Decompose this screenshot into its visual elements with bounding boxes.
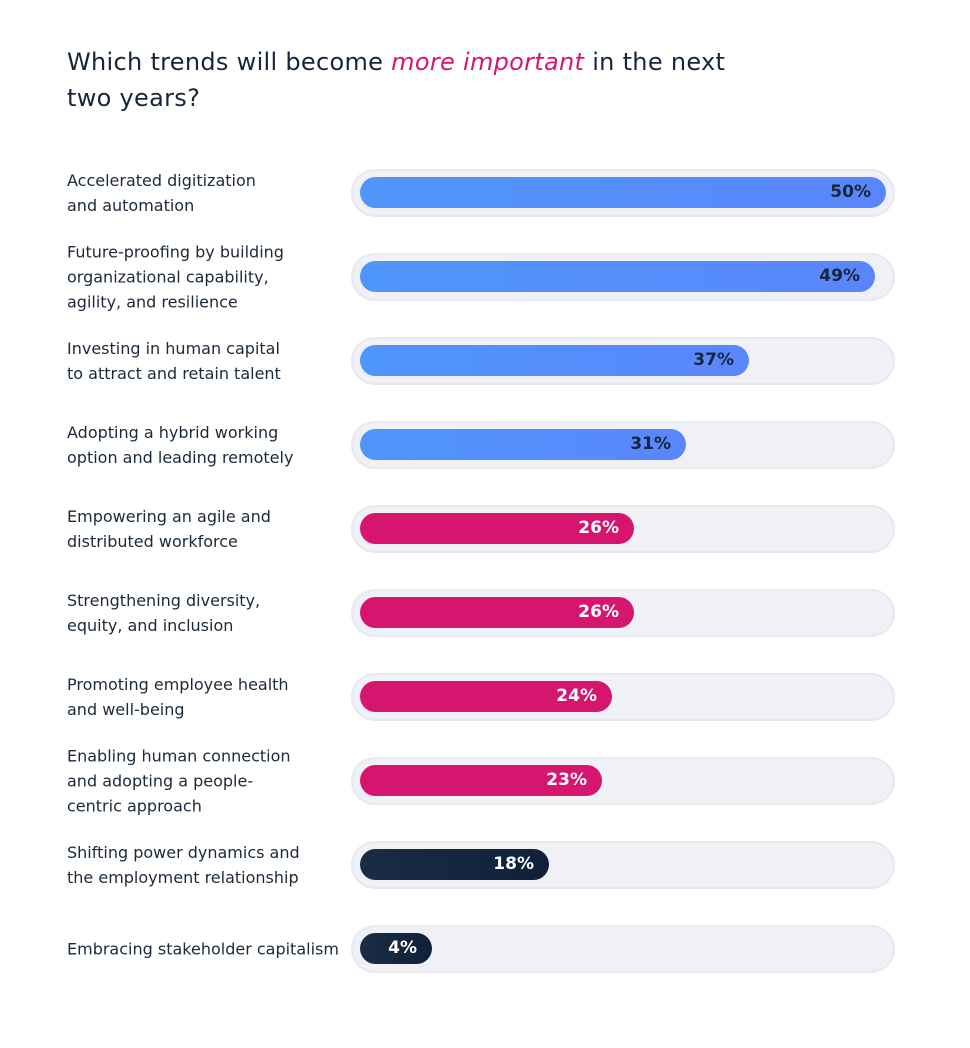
- bar: 24%: [360, 681, 612, 712]
- data-label: 23%: [546, 770, 587, 790]
- bar-track: 26%: [351, 505, 895, 553]
- bar-track: 26%: [351, 589, 895, 637]
- bar-track: 37%: [351, 337, 895, 385]
- data-label: 31%: [630, 434, 671, 454]
- bar-row: Adopting a hybrid working option and lea…: [0, 403, 970, 487]
- category-label: Embracing stakeholder capitalism: [67, 939, 339, 959]
- title-text-before: Which trends will become: [67, 48, 392, 76]
- title-text-after: in the next two years?: [67, 48, 726, 112]
- data-label: 49%: [819, 266, 860, 286]
- data-label: 26%: [578, 518, 619, 538]
- bar: 26%: [360, 513, 634, 544]
- bar-track: 23%: [351, 757, 895, 805]
- data-label: 26%: [578, 602, 619, 622]
- bar: 18%: [360, 849, 549, 880]
- category-label: Promoting employee health and well-being: [67, 675, 289, 719]
- category-label: Accelerated digitization and automation: [67, 171, 256, 215]
- category-label: Empowering an agile and distributed work…: [67, 507, 271, 551]
- bar-row: Future-proofing by building organization…: [0, 235, 970, 319]
- data-label: 4%: [388, 938, 417, 958]
- category-label: Shifting power dynamics and the employme…: [67, 843, 300, 887]
- bar: 23%: [360, 765, 602, 796]
- category-label: Investing in human capital to attract an…: [67, 339, 281, 383]
- bar-row: Enabling human connection and adopting a…: [0, 739, 970, 823]
- bar-row: Embracing stakeholder capitalism 4%: [0, 907, 970, 991]
- data-label: 50%: [830, 182, 871, 202]
- category-label: Adopting a hybrid working option and lea…: [67, 423, 294, 467]
- bar-row: Shifting power dynamics and the employme…: [0, 823, 970, 907]
- bar-row: Accelerated digitization and automation 5…: [0, 151, 970, 235]
- bar-track: 49%: [351, 253, 895, 301]
- bar: 4%: [360, 933, 432, 964]
- title-highlight: more important: [391, 48, 585, 76]
- bar-track: 24%: [351, 673, 895, 721]
- category-label: Strengthening diversity, equity, and inc…: [67, 591, 261, 635]
- bar: 49%: [360, 261, 875, 292]
- bar-row: Strengthening diversity, equity, and inc…: [0, 571, 970, 655]
- chart-title: Which trends will become more important …: [67, 44, 727, 116]
- bar-row: Promoting employee health and well-being…: [0, 655, 970, 739]
- bar: 26%: [360, 597, 634, 628]
- data-label: 37%: [693, 350, 734, 370]
- bar: 31%: [360, 429, 686, 460]
- data-label: 18%: [493, 854, 534, 874]
- category-label: Future-proofing by building organization…: [67, 242, 284, 312]
- category-label: Enabling human connection and adopting a…: [67, 746, 291, 816]
- data-label: 24%: [556, 686, 597, 706]
- bar-track: 18%: [351, 841, 895, 889]
- bar: 50%: [360, 177, 886, 208]
- bar-row: Empowering an agile and distributed work…: [0, 487, 970, 571]
- bar-row: Investing in human capital to attract an…: [0, 319, 970, 403]
- bar-track: 50%: [351, 169, 895, 217]
- bar-track: 31%: [351, 421, 895, 469]
- bar-track: 4%: [351, 925, 895, 973]
- bar: 37%: [360, 345, 749, 376]
